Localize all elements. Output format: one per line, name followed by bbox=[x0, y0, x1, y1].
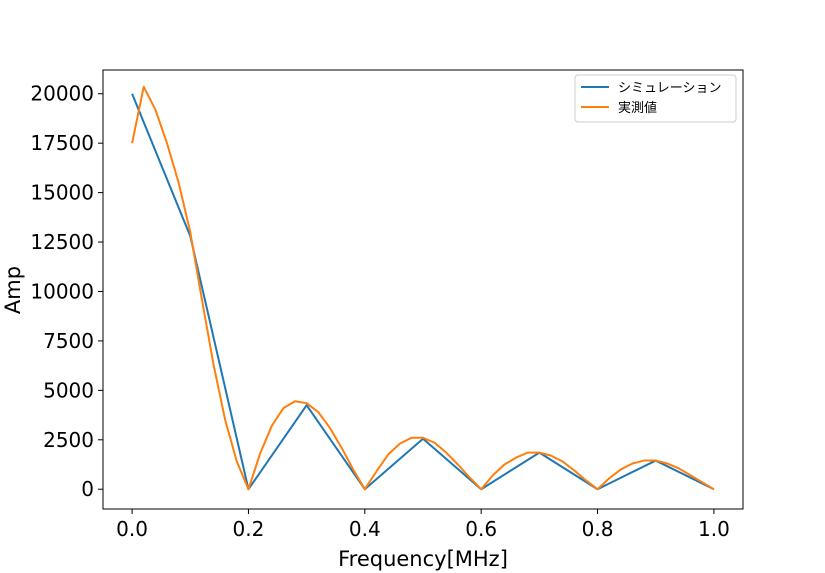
legend-label-simulation: シミュレーション bbox=[618, 81, 721, 96]
x-axis-ticks: 0.0 0.2 0.4 0.6 0.8 1.0 bbox=[116, 509, 730, 541]
x-tick-label: 1.0 bbox=[698, 517, 730, 541]
plot-frame bbox=[102, 69, 744, 510]
y-tick-label: 5000 bbox=[43, 378, 94, 402]
y-axis-ticks: 0 2500 5000 7500 10000 12500 15000 17500 20000 bbox=[30, 82, 103, 501]
x-tick-label: 0.0 bbox=[116, 517, 148, 541]
y-tick-label: 10000 bbox=[30, 279, 94, 303]
x-axis-label: Frequency[MHz] bbox=[338, 547, 508, 571]
legend-label-measured: 実測値 bbox=[618, 100, 657, 116]
series-layer bbox=[131, 85, 715, 491]
y-tick-label: 0 bbox=[81, 477, 94, 501]
y-tick-label: 15000 bbox=[30, 181, 94, 205]
x-tick-label: 0.6 bbox=[465, 517, 497, 541]
y-tick-label: 12500 bbox=[30, 230, 94, 254]
series-line-1 bbox=[131, 85, 715, 491]
y-axis-label: Amp bbox=[1, 266, 25, 314]
y-tick-label: 7500 bbox=[43, 329, 94, 353]
y-tick-label: 2500 bbox=[43, 428, 94, 452]
legend: シミュレーション 実測値 bbox=[574, 74, 737, 123]
x-tick-label: 0.2 bbox=[233, 517, 265, 541]
x-tick-label: 0.4 bbox=[349, 517, 381, 541]
y-tick-label: 20000 bbox=[30, 82, 94, 106]
x-tick-label: 0.8 bbox=[582, 517, 614, 541]
legend-box bbox=[574, 74, 737, 123]
y-tick-label: 17500 bbox=[30, 131, 94, 155]
